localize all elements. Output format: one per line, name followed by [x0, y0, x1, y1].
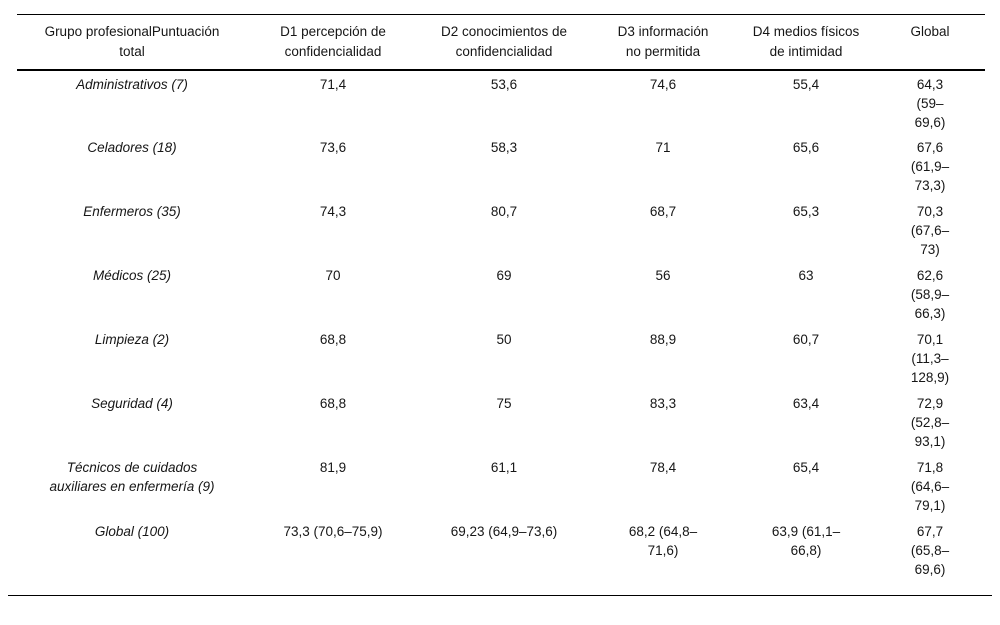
- cell-group: Médicos (25): [92, 268, 172, 283]
- cell-d2: 53,6: [490, 77, 518, 92]
- cell-global: 67,7 (65,8– 69,6): [910, 524, 950, 577]
- cell-d4: 65,6: [792, 140, 820, 155]
- cell-d3: 88,9: [649, 332, 677, 347]
- cell-global: 72,9 (52,8– 93,1): [910, 396, 950, 449]
- cell-d3: 71: [655, 140, 671, 155]
- cell-global: 71,8 (64,6– 79,1): [910, 460, 950, 513]
- cell-d4: 63,4: [792, 396, 820, 411]
- results-table: Grupo profesionalPuntuación total D1 per…: [17, 14, 985, 595]
- table-row-celadores: Celadores (18) 73,6 58,3 71 65,6 67,6 (6…: [17, 134, 985, 198]
- col-header-d2: D2 conocimientos de confidencialidad: [419, 14, 589, 71]
- cell-global: 64,3 (59– 69,6): [914, 77, 946, 130]
- cell-d3: 68,2 (64,8– 71,6): [628, 524, 698, 558]
- cell-d1: 74,3: [319, 204, 347, 219]
- col-header-d4: D4 medios físicos de intimidad: [737, 14, 875, 71]
- cell-d2: 69,23 (64,9–73,6): [450, 524, 558, 539]
- col-header-d1: D1 percepción de confidencialidad: [247, 14, 419, 71]
- table-row-enfermeros: Enfermeros (35) 74,3 80,7 68,7 65,3 70,3…: [17, 198, 985, 262]
- cell-d4: 65,4: [792, 460, 820, 475]
- table-bottom-rule: [8, 595, 992, 596]
- cell-d2: 58,3: [490, 140, 518, 155]
- table-row-limpieza: Limpieza (2) 68,8 50 88,9 60,7 70,1 (11,…: [17, 326, 985, 390]
- header-row: Grupo profesionalPuntuación total D1 per…: [17, 14, 985, 71]
- cell-d2: 69: [496, 268, 512, 283]
- cell-global: 70,3 (67,6– 73): [910, 204, 950, 257]
- cell-group: Técnicos de cuidados auxiliares en enfer…: [49, 460, 215, 494]
- table-row-tecnicos: Técnicos de cuidados auxiliares en enfer…: [17, 454, 985, 518]
- cell-d1: 70: [325, 268, 341, 283]
- cell-d2: 50: [496, 332, 512, 347]
- cell-d3: 68,7: [649, 204, 677, 219]
- cell-d3: 83,3: [649, 396, 677, 411]
- cell-d1: 73,3 (70,6–75,9): [283, 524, 383, 539]
- col-header-d3: D3 información no permitida: [589, 14, 737, 71]
- col-header-global: Global: [875, 14, 985, 71]
- cell-d2: 80,7: [490, 204, 518, 219]
- cell-d4: 55,4: [792, 77, 820, 92]
- cell-d4: 65,3: [792, 204, 820, 219]
- cell-d3: 74,6: [649, 77, 677, 92]
- table-row-administrativos: Administrativos (7) 71,4 53,6 74,6 55,4 …: [17, 70, 985, 134]
- cell-group: Limpieza (2): [94, 332, 170, 347]
- cell-d4: 63,9 (61,1– 66,8): [771, 524, 841, 558]
- table-row-medicos: Médicos (25) 70 69 56 63 62,6 (58,9– 66,…: [17, 262, 985, 326]
- table-row-seguridad: Seguridad (4) 68,8 75 83,3 63,4 72,9 (52…: [17, 390, 985, 454]
- cell-d1: 73,6: [319, 140, 347, 155]
- cell-group: Celadores (18): [87, 140, 177, 155]
- table-row-global: Global (100) 73,3 (70,6–75,9) 69,23 (64,…: [17, 518, 985, 595]
- cell-group: Enfermeros (35): [83, 204, 181, 219]
- col-header-grupo-profesional: Grupo profesionalPuntuación total: [17, 14, 247, 71]
- cell-group: Global (100): [94, 524, 170, 539]
- cell-d1: 68,8: [319, 396, 347, 411]
- cell-d2: 75: [496, 396, 512, 411]
- cell-d1: 71,4: [319, 77, 347, 92]
- cell-d2: 61,1: [490, 460, 518, 475]
- cell-d3: 56: [655, 268, 671, 283]
- cell-group: Seguridad (4): [91, 396, 173, 411]
- cell-d1: 68,8: [319, 332, 347, 347]
- cell-d3: 78,4: [649, 460, 677, 475]
- cell-d1: 81,9: [319, 460, 347, 475]
- cell-global: 62,6 (58,9– 66,3): [910, 268, 950, 321]
- cell-global: 70,1 (11,3– 128,9): [910, 332, 950, 385]
- cell-d4: 60,7: [792, 332, 820, 347]
- paper-table-page: Grupo profesionalPuntuación total D1 per…: [0, 14, 1000, 625]
- cell-global: 67,6 (61,9– 73,3): [910, 140, 950, 193]
- cell-group: Administrativos (7): [76, 77, 188, 92]
- cell-d4: 63: [798, 268, 814, 283]
